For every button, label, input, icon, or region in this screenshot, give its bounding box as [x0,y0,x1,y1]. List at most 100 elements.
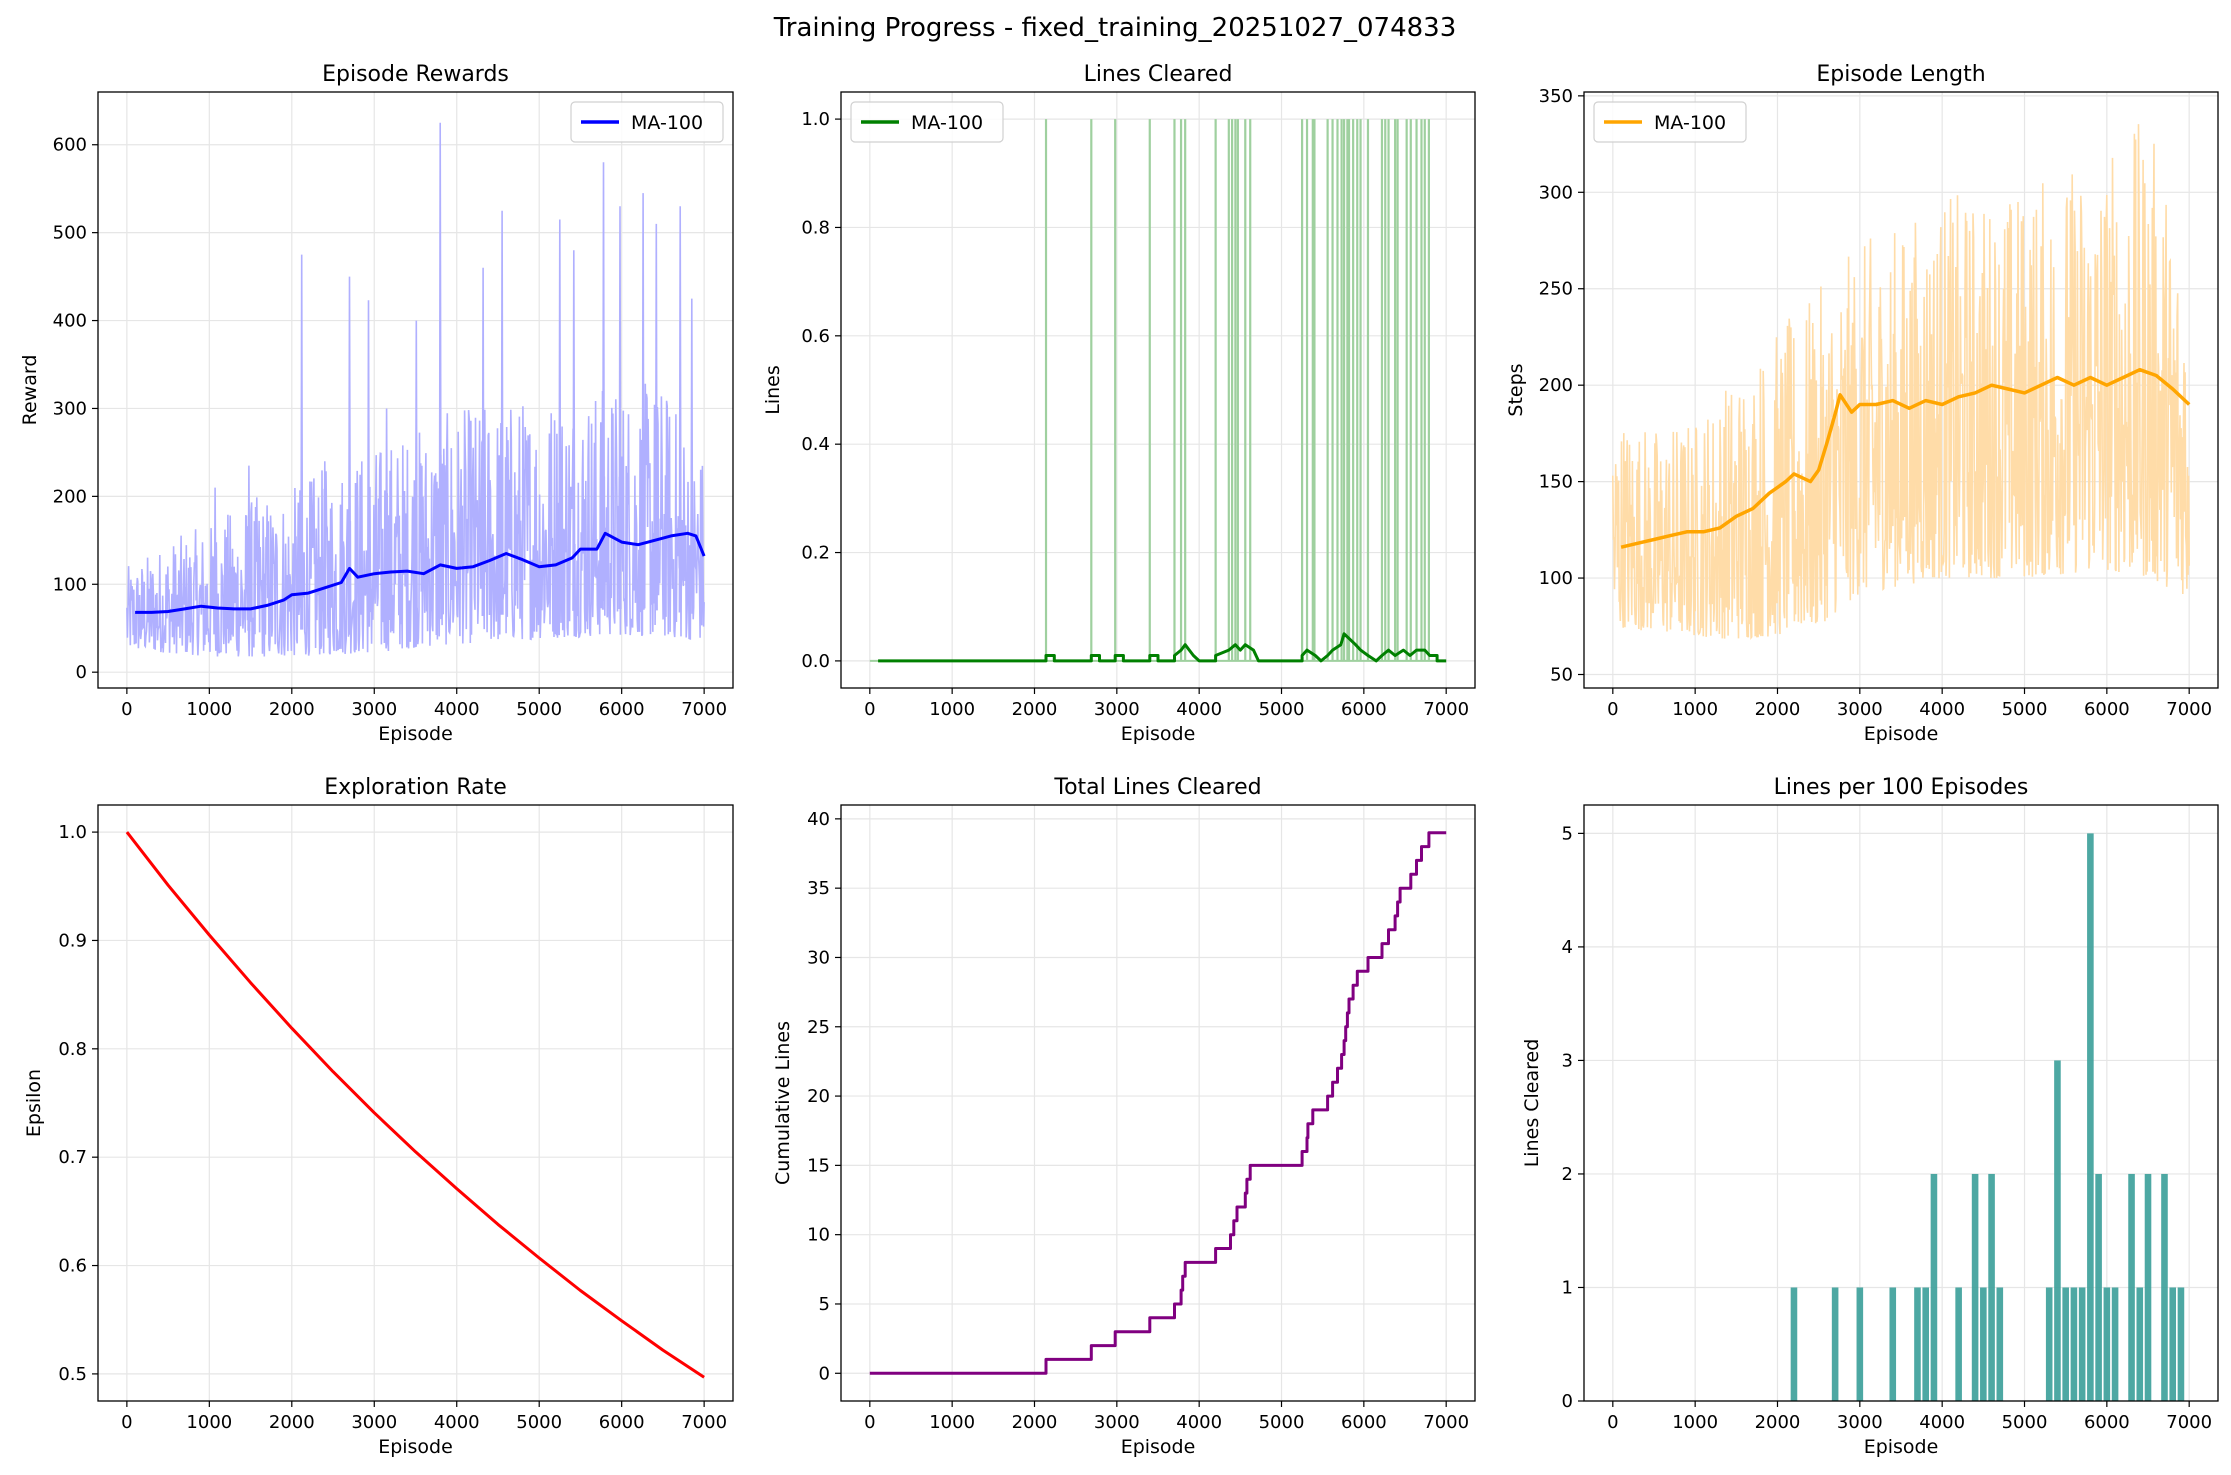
x-tick-label: 4000 [1176,699,1222,720]
x-tick-label: 5000 [1259,1412,1305,1433]
y-tick-label: 1.0 [801,109,830,130]
plot-area [125,831,705,1379]
x-tick-label: 2000 [1012,699,1058,720]
x-axis-label: Episode [1121,1436,1196,1458]
legend: MA-100 [570,101,724,143]
bar [2111,1287,2119,1401]
y-tick-label: 0.6 [801,326,830,347]
y-tick-label: 0.5 [58,1364,87,1385]
plot-area [1612,124,2191,641]
y-tick-label: 100 [53,574,87,595]
x-tick-label: 6000 [599,1412,645,1433]
x-tick-label: 1000 [929,1412,975,1433]
x-tick-label: 5000 [1259,699,1305,720]
series-line-ma-100 [1620,367,2191,549]
bar [1790,1287,1798,1401]
x-tick-label: 0 [121,699,132,720]
x-tick-label: 2000 [1755,699,1801,720]
x-tick-label: 4000 [1919,699,1965,720]
y-tick-label: 0.2 [801,543,830,564]
y-tick-label: 0.8 [58,1039,87,1060]
y-tick-label: 300 [53,398,87,419]
figure-title: Training Progress - fixed_training_20251… [773,13,1457,43]
y-tick-label: 25 [807,1017,830,1038]
x-tick-label: 5000 [2002,1412,2048,1433]
y-axis-label: Lines Cleared [1521,1039,1543,1168]
bar [1988,1173,1995,1401]
y-tick-label: 250 [1539,279,1573,300]
x-tick-label: 3000 [351,1412,397,1433]
bar [1930,1173,1938,1401]
bar [1971,1173,1979,1401]
plot-area [869,119,1447,663]
bar [2078,1287,2086,1401]
subplot-title: Episode Rewards [322,62,509,87]
y-tick-label: 600 [53,135,87,156]
y-tick-label: 5 [1562,823,1573,844]
bar [2128,1173,2135,1401]
y-tick-label: 3 [1562,1050,1573,1071]
x-tick-label: 0 [864,699,875,720]
y-axis-label: Cumulative Lines [772,1021,794,1185]
x-tick-label: 1000 [1672,699,1718,720]
x-tick-label: 6000 [1341,1412,1387,1433]
bar [2054,1060,2061,1401]
x-tick-label: 3000 [1094,699,1140,720]
y-tick-label: 0.6 [58,1256,87,1277]
x-tick-label: 7000 [1423,699,1469,720]
y-tick-label: 20 [807,1086,830,1107]
bar [1980,1287,1987,1401]
y-tick-label: 2 [1562,1164,1573,1185]
bar [2062,1287,2069,1401]
x-tick-label: 5000 [516,699,562,720]
plot-area [126,122,706,657]
x-axis-label: Episode [378,1436,453,1458]
bar [2144,1173,2152,1401]
bar [1922,1287,1929,1401]
legend-box [1593,101,1747,143]
subplot-per100: 0 1000 2000 3000 4000 5000 6000 7000 0 1 2 3 4 5 Lines… [1521,775,2219,1458]
subplot-title: Lines Cleared [1084,62,1233,87]
axes-frame [840,804,1476,1402]
x-tick-label: 4000 [434,699,480,720]
bar [1889,1287,1897,1401]
y-tick-label: 400 [53,311,87,332]
y-tick-label: 0.4 [801,434,830,455]
plot-area [869,831,1447,1375]
raw-series-line [126,122,705,657]
x-tick-label: 4000 [434,1412,480,1433]
x-axis-label: Episode [378,723,453,745]
axes-frame [1583,91,2219,689]
legend-box [850,101,1004,143]
subplot-title: Episode Length [1816,62,1985,87]
x-tick-label: 2000 [269,699,315,720]
y-tick-label: 0.8 [801,217,830,238]
x-tick-label: 6000 [2084,1412,2130,1433]
legend: MA-100 [1593,101,1747,143]
x-tick-label: 4000 [1176,1412,1222,1433]
raw-series-line [1612,124,2190,641]
legend: MA-100 [850,101,1004,143]
subplot-title: Lines per 100 Episodes [1774,775,2029,800]
y-tick-label: 0 [819,1363,830,1384]
x-tick-label: 7000 [2166,1412,2212,1433]
y-axis-label: Steps [1505,363,1527,416]
axes-frame [97,804,734,1402]
bar [1831,1287,1839,1401]
y-axis-label: Reward [19,355,41,426]
y-tick-label: 1.0 [58,822,87,843]
x-tick-label: 2000 [1755,1412,1801,1433]
subplot-title: Exploration Rate [324,775,507,800]
y-tick-label: 35 [807,878,830,899]
x-tick-label: 1000 [186,1412,232,1433]
subplot-rewards: 0 1000 2000 3000 4000 5000 6000 7000 0 100 200 300 4… [19,62,734,745]
bar [1955,1287,1962,1401]
x-tick-label: 7000 [681,1412,727,1433]
x-tick-label: 5000 [2002,699,2048,720]
x-tick-label: 3000 [1837,699,1883,720]
bar [2161,1173,2168,1401]
y-tick-label: 0.7 [58,1147,87,1168]
legend-label: MA-100 [1654,112,1726,134]
x-axis-label: Episode [1864,1436,1939,1458]
